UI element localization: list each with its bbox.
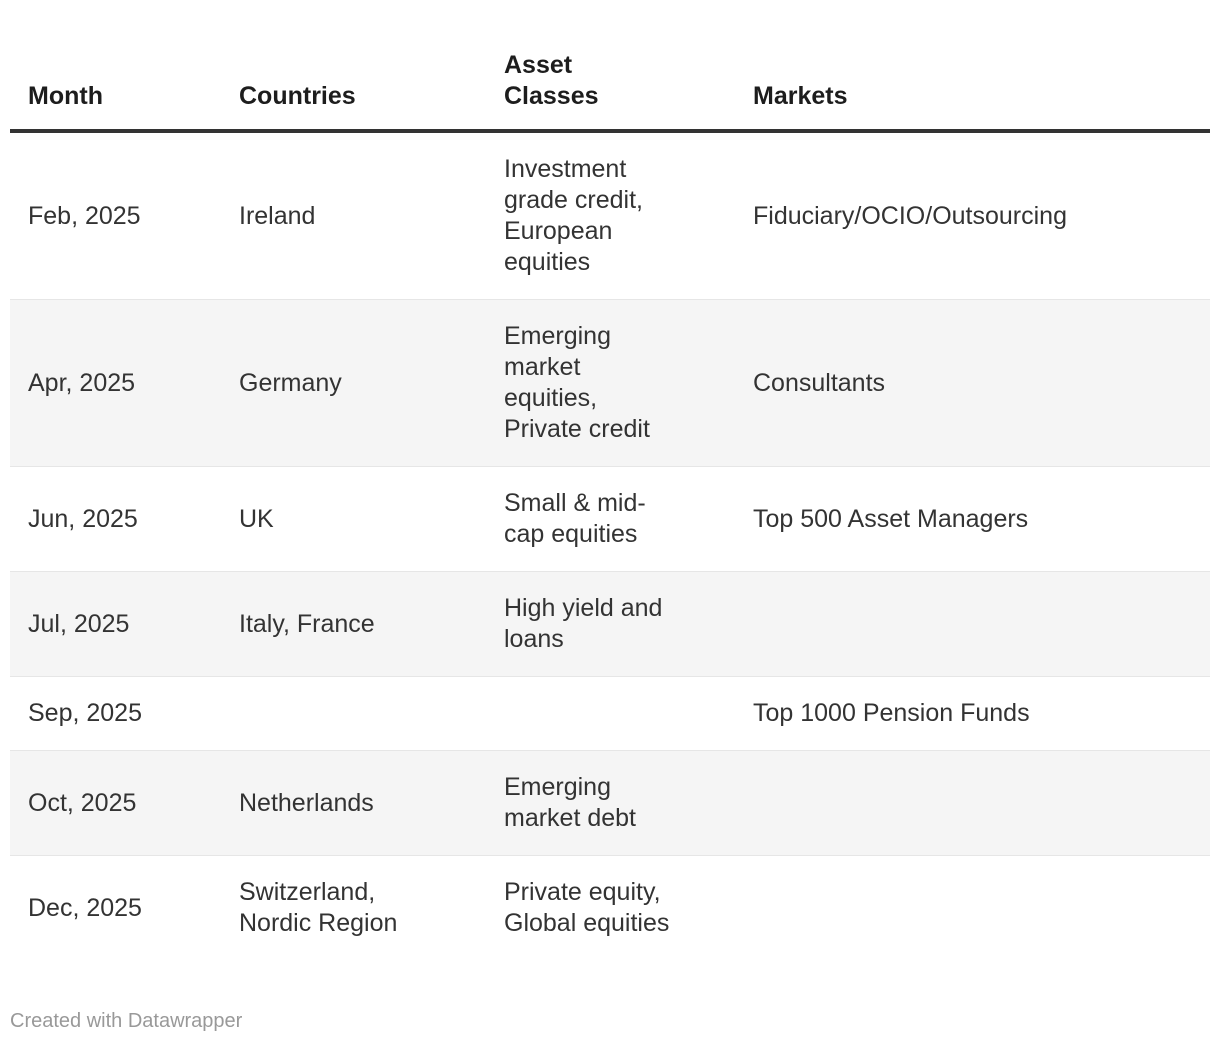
- cell-asset-classes: Emerging market debt: [504, 773, 637, 832]
- table-row: Apr, 2025 Germany Emerging market equiti…: [10, 299, 1210, 467]
- col-header-month: Month: [28, 82, 103, 110]
- cell-asset-classes: Emerging market equities, Private credit: [504, 322, 650, 443]
- cell-countries: Switzerland, Nordic Region: [239, 878, 398, 937]
- table-row: Jun, 2025 UK Small & mid- cap equities T…: [10, 466, 1210, 572]
- table-header-row: Month Countries Asset Classes Markets: [10, 50, 1210, 131]
- cell-countries: UK: [239, 504, 274, 533]
- cell-month: Jul, 2025: [28, 609, 130, 638]
- cell-countries: Netherlands: [239, 788, 374, 817]
- col-header-asset-classes: Asset Classes: [504, 51, 599, 110]
- cell-countries: Italy, France: [239, 609, 375, 638]
- table-row: Oct, 2025 Netherlands Emerging market de…: [10, 750, 1210, 856]
- col-header-countries: Countries: [239, 82, 356, 110]
- cell-markets: Consultants: [753, 368, 886, 397]
- cell-month: Feb, 2025: [28, 201, 141, 230]
- cell-asset-classes: Investment grade credit, European equiti…: [504, 155, 643, 276]
- cell-markets: [735, 572, 1210, 677]
- cell-markets: [735, 856, 1210, 961]
- cell-markets: [735, 751, 1210, 856]
- table-row: Feb, 2025 Ireland Investment grade credi…: [10, 131, 1210, 300]
- datawrapper-credit-link[interactable]: Created with Datawrapper: [10, 1010, 243, 1032]
- cell-markets: Top 500 Asset Managers: [753, 504, 1029, 533]
- cell-month: Sep, 2025: [28, 699, 142, 727]
- table-row: Jul, 2025 Italy, France High yield and l…: [10, 571, 1210, 677]
- cell-month: Jun, 2025: [28, 504, 138, 533]
- cell-countries: Ireland: [239, 201, 316, 230]
- cell-markets: Top 1000 Pension Funds: [753, 699, 1030, 727]
- cell-month: Oct, 2025: [28, 788, 137, 817]
- cell-month: Apr, 2025: [28, 368, 136, 397]
- cell-asset-classes: [486, 677, 735, 751]
- table-row: Sep, 2025 Top 1000 Pension Funds: [10, 676, 1210, 751]
- cell-month: Dec, 2025: [28, 893, 142, 922]
- table-row: Dec, 2025 Switzerland, Nordic Region Pri…: [10, 855, 1210, 961]
- cell-asset-classes: High yield and loans: [504, 594, 663, 653]
- cell-countries: [221, 677, 486, 751]
- cell-asset-classes: Private equity, Global equities: [504, 878, 670, 937]
- schedule-table: Month Countries Asset Classes Markets Fe…: [10, 50, 1210, 960]
- cell-asset-classes: Small & mid- cap equities: [504, 489, 646, 548]
- col-header-markets: Markets: [753, 82, 848, 110]
- cell-markets: Fiduciary/OCIO/Outsourcing: [753, 201, 1067, 230]
- cell-countries: Germany: [239, 368, 342, 397]
